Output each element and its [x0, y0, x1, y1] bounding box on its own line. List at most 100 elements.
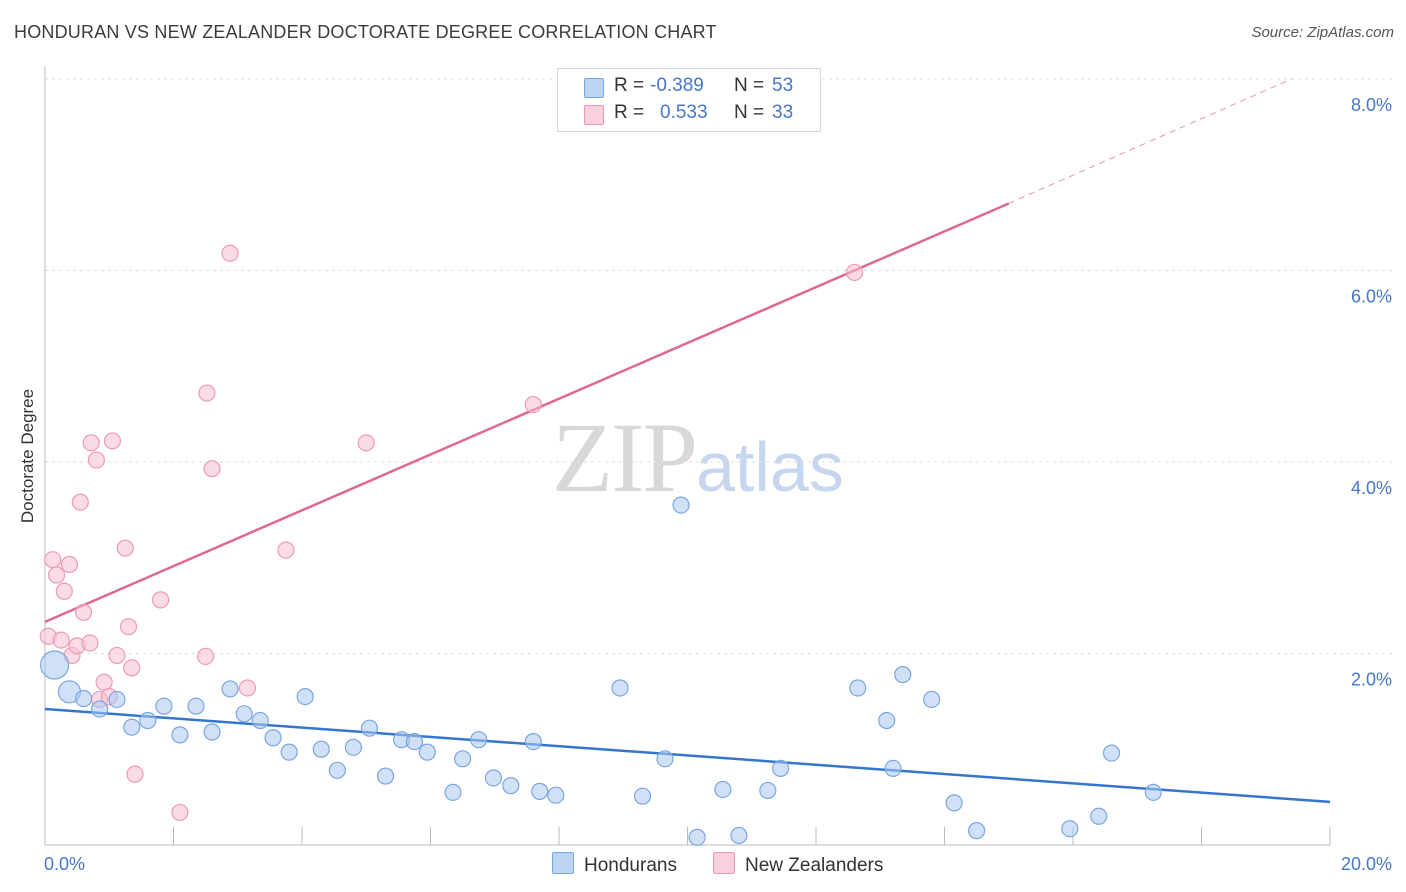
point-hondurans [296, 687, 314, 706]
point-hondurans [484, 769, 503, 787]
data-points [39, 244, 1162, 846]
point-hondurans [155, 697, 173, 715]
point-hondurans [40, 650, 70, 680]
point-hondurans [360, 719, 379, 737]
point-nz [119, 618, 138, 636]
point-hondurans [123, 718, 141, 736]
point-nz [277, 541, 295, 559]
y-tick-label: 2.0% [1351, 670, 1392, 690]
point-hondurans [235, 705, 253, 723]
point-hondurans [524, 732, 542, 751]
point-hondurans [633, 787, 652, 805]
watermark-atlas: atlas [696, 428, 844, 506]
nz-swatch [584, 105, 604, 125]
point-nz [60, 555, 79, 574]
point-nz [47, 566, 66, 584]
point-hondurans [91, 700, 109, 718]
point-hondurans [878, 711, 896, 730]
point-hondurans [74, 689, 93, 708]
point-hondurans [772, 759, 790, 778]
point-nz [95, 673, 113, 691]
point-hondurans [714, 780, 732, 799]
trend-line-hondurans [44, 707, 1331, 804]
point-nz [203, 460, 221, 478]
point-hondurans [502, 777, 520, 795]
point-nz [44, 551, 62, 569]
axes [44, 67, 1331, 846]
point-hondurans [454, 750, 472, 768]
point-hondurans [894, 665, 912, 684]
point-hondurans [203, 723, 221, 741]
legend-hondurans-swatch [552, 852, 574, 874]
point-nz [71, 493, 89, 511]
tick-labels: 2.0% 4.0% 6.0% 8.0% 0.0% 20.0% [44, 95, 1392, 874]
point-hondurans [470, 731, 488, 749]
x-tick-label: 20.0% [1341, 854, 1392, 874]
point-nz [152, 591, 170, 609]
point-nz [103, 432, 122, 450]
stats-row-nz: R = 0.533 N = 33 [558, 102, 820, 126]
point-hondurans [688, 828, 706, 846]
point-nz [197, 647, 215, 665]
point-nz [108, 646, 126, 665]
point-nz [845, 263, 864, 282]
nz-r-label: R = [614, 102, 645, 123]
point-hondurans [328, 761, 346, 779]
nz-r-value: 0.533 [660, 102, 708, 123]
point-nz [238, 679, 256, 697]
point-hondurans [139, 711, 157, 730]
watermark: ZIPatlas [552, 400, 844, 515]
point-hondurans [251, 711, 269, 730]
point-hondurans [945, 794, 963, 812]
point-hondurans [656, 750, 674, 768]
point-nz [52, 631, 70, 649]
watermark-zip: ZIP [552, 402, 698, 513]
point-hondurans [280, 743, 298, 761]
point-hondurans [171, 726, 189, 744]
x-tick-label: 0.0% [44, 854, 85, 874]
hondurans-r-value: -0.389 [650, 75, 704, 96]
point-hondurans [1144, 783, 1162, 801]
nz-n-label: N = [734, 102, 765, 123]
point-nz [524, 395, 542, 414]
stats-row-hondurans: R = -0.389 N = 53 [558, 75, 820, 99]
point-hondurans [531, 782, 549, 800]
point-hondurans [418, 743, 436, 761]
legend-nz-swatch [713, 852, 735, 874]
point-hondurans [108, 690, 126, 709]
point-hondurans [1102, 744, 1121, 762]
point-nz [55, 582, 73, 600]
point-nz [116, 539, 134, 557]
point-nz [87, 451, 106, 469]
point-hondurans [444, 783, 462, 801]
point-hondurans [968, 822, 986, 840]
point-hondurans [264, 729, 282, 747]
point-hondurans [187, 697, 205, 715]
point-hondurans [1090, 807, 1108, 825]
stats-box: R = -0.389 N = 53 R = 0.533 N = 33 [557, 68, 821, 132]
point-hondurans [923, 690, 941, 709]
point-hondurans [221, 680, 239, 698]
point-hondurans [759, 781, 777, 800]
legend-hondurans-label: Hondurans [584, 855, 677, 876]
point-nz [82, 434, 100, 452]
hondurans-swatch [584, 78, 604, 98]
point-hondurans [344, 738, 362, 756]
point-hondurans [547, 786, 565, 804]
y-tick-label: 8.0% [1351, 95, 1392, 115]
point-nz [221, 244, 239, 262]
y-tick-label: 6.0% [1351, 287, 1392, 307]
y-tick-label: 4.0% [1351, 478, 1392, 498]
point-hondurans [849, 679, 867, 697]
point-nz [198, 384, 216, 402]
legend-hondurans: Hondurans [552, 852, 677, 877]
point-nz [171, 803, 189, 822]
point-hondurans [672, 496, 690, 514]
chart-source: Source: ZipAtlas.com [1251, 24, 1394, 41]
legend-nz: New Zealanders [713, 852, 883, 877]
point-hondurans [312, 740, 330, 758]
trend-line-nz [44, 202, 1010, 624]
point-nz [81, 634, 99, 652]
point-hondurans [376, 767, 395, 785]
